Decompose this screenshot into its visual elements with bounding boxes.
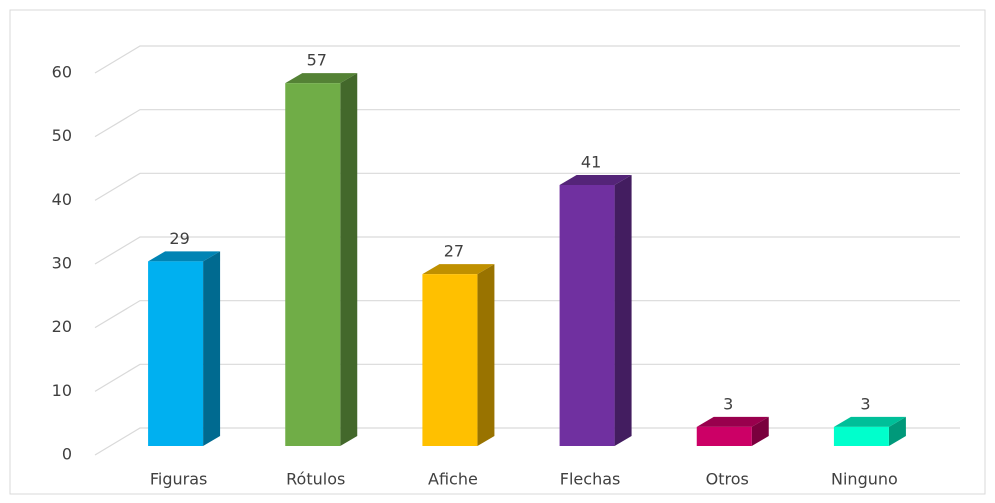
- x-tick-label: Ninguno: [831, 470, 898, 489]
- x-tick-label: Otros: [706, 470, 749, 489]
- y-tick-label: 50: [52, 126, 72, 145]
- data-label: 3: [860, 394, 870, 413]
- y-tick-label: 40: [52, 190, 72, 209]
- bar-face: [833, 426, 889, 446]
- bar-face: [340, 73, 358, 446]
- y-tick-label: 60: [52, 63, 72, 82]
- bar-face: [833, 416, 906, 427]
- grid-line: [94, 172, 960, 201]
- bar-face: [148, 261, 204, 446]
- grid-line: [94, 45, 960, 74]
- data-label: 57: [307, 51, 327, 70]
- bar-face: [696, 416, 769, 427]
- bar: [285, 73, 358, 446]
- bar-face: [148, 251, 221, 262]
- bar: [696, 416, 769, 446]
- bar: [833, 416, 906, 446]
- bar-face: [559, 174, 632, 185]
- bar-face: [559, 184, 615, 446]
- data-label: 29: [169, 229, 189, 248]
- bar: [148, 251, 221, 446]
- bar-face: [614, 174, 632, 446]
- bar-face: [285, 73, 358, 84]
- bar-face: [285, 83, 341, 446]
- y-tick-label: 20: [52, 317, 72, 336]
- y-tick-label: 10: [52, 381, 72, 400]
- bar-face: [477, 264, 495, 446]
- bar-face: [422, 274, 478, 446]
- x-tick-label: Afiche: [428, 470, 478, 489]
- bar: [422, 264, 495, 446]
- bar-face: [696, 426, 752, 446]
- x-tick-label: Figuras: [150, 470, 208, 489]
- grid-line: [94, 300, 960, 329]
- x-tick-label: Rótulos: [286, 470, 345, 489]
- data-label: 41: [581, 152, 601, 171]
- grid-line: [94, 236, 960, 265]
- grid-line: [94, 109, 960, 138]
- x-tick-label: Flechas: [560, 470, 621, 489]
- data-label: 27: [444, 242, 464, 261]
- y-tick-label: 0: [62, 445, 72, 464]
- y-tick-label: 30: [52, 254, 72, 273]
- bar-face: [888, 416, 906, 446]
- bar-face: [422, 264, 495, 275]
- grid-line: [94, 363, 960, 392]
- bar: [559, 174, 632, 446]
- bar-face: [751, 416, 769, 446]
- data-label: 3: [723, 394, 733, 413]
- bar-face: [203, 251, 221, 446]
- grid-line: [94, 427, 960, 456]
